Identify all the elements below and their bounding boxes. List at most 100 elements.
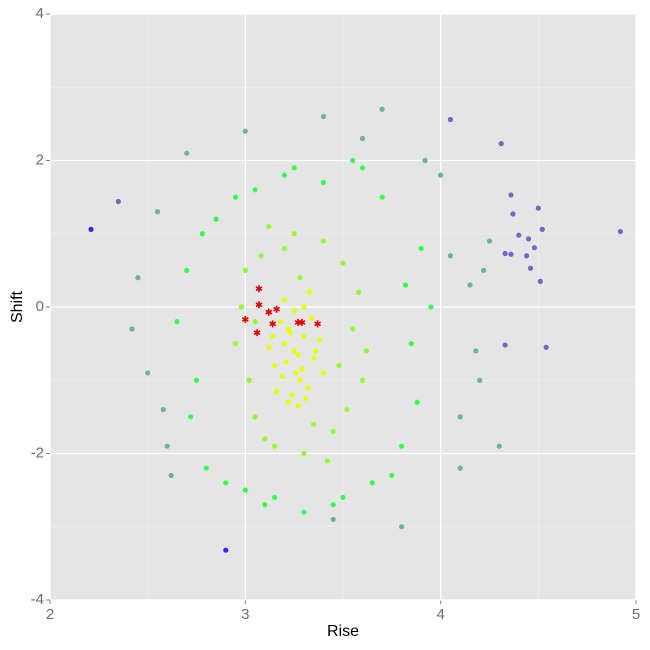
star-point: [265, 308, 273, 316]
point: [232, 194, 239, 200]
point: [88, 226, 94, 232]
point: [467, 282, 473, 288]
star-point: [253, 329, 261, 337]
point: [272, 363, 278, 369]
point: [301, 333, 307, 339]
point: [270, 333, 276, 339]
point: [369, 480, 375, 486]
point: [498, 141, 504, 147]
point: [320, 238, 327, 244]
point: [223, 480, 229, 486]
point: [242, 487, 248, 493]
point: [252, 319, 258, 325]
point: [273, 388, 280, 394]
y-axis-title: Shift: [9, 290, 26, 323]
point: [508, 192, 514, 198]
point: [266, 344, 272, 350]
point: [330, 428, 336, 435]
point: [160, 406, 166, 413]
point: [340, 260, 346, 266]
star-point: [298, 318, 306, 326]
point: [311, 355, 317, 361]
point: [291, 165, 297, 171]
star-point: [255, 285, 263, 293]
point: [223, 547, 229, 553]
point: [303, 395, 309, 402]
point: [252, 187, 258, 193]
point: [359, 377, 366, 383]
point: [320, 370, 327, 376]
point: [502, 250, 508, 257]
point: [301, 304, 307, 310]
point: [539, 226, 545, 232]
point: [408, 341, 414, 347]
x-tick-label: 4: [436, 606, 444, 623]
point: [266, 223, 272, 230]
point: [129, 326, 135, 332]
point: [295, 403, 301, 409]
point: [164, 443, 170, 449]
point: [301, 450, 307, 457]
point: [272, 494, 278, 501]
point: [281, 245, 287, 251]
point: [154, 209, 161, 215]
point: [291, 231, 297, 237]
point: [184, 150, 190, 156]
point: [145, 370, 151, 376]
point: [502, 342, 508, 348]
point: [301, 509, 307, 515]
point: [272, 443, 278, 449]
y-tick-label: 4: [36, 5, 44, 22]
star-point: [314, 320, 322, 328]
point: [457, 414, 463, 420]
point: [543, 344, 549, 350]
point: [496, 443, 502, 449]
point: [399, 524, 405, 530]
point: [242, 128, 248, 134]
point: [359, 135, 366, 142]
point: [135, 275, 141, 281]
point: [324, 458, 330, 464]
point: [473, 348, 479, 354]
point: [238, 304, 245, 310]
point: [309, 315, 315, 321]
point: [307, 289, 313, 295]
star-point: [273, 305, 281, 313]
point: [291, 348, 297, 354]
point: [297, 377, 303, 383]
point: [447, 116, 454, 123]
point: [203, 465, 209, 471]
point: [524, 253, 530, 259]
point: [262, 436, 268, 442]
point: [320, 179, 327, 186]
point: [291, 308, 297, 314]
x-tick-label: 2: [46, 606, 54, 623]
point: [356, 289, 362, 295]
point: [316, 337, 323, 343]
point: [508, 251, 514, 257]
point: [193, 377, 200, 383]
point: [281, 172, 287, 178]
y-tick-label: 2: [36, 151, 44, 168]
point: [399, 443, 405, 449]
point: [299, 366, 305, 372]
point: [531, 245, 538, 251]
star-point: [269, 320, 277, 328]
point: [277, 319, 284, 325]
point: [402, 282, 409, 288]
point: [313, 348, 319, 354]
point: [199, 231, 205, 237]
point: [262, 502, 268, 508]
point: [246, 377, 252, 383]
x-tick-label: 5: [632, 606, 640, 623]
x-tick-label: 3: [241, 606, 249, 623]
point: [422, 157, 428, 164]
point: [535, 205, 541, 211]
point: [297, 275, 303, 281]
point: [350, 326, 356, 332]
star-point: [241, 315, 249, 323]
point: [350, 157, 356, 164]
point: [379, 194, 385, 200]
point: [184, 267, 190, 273]
